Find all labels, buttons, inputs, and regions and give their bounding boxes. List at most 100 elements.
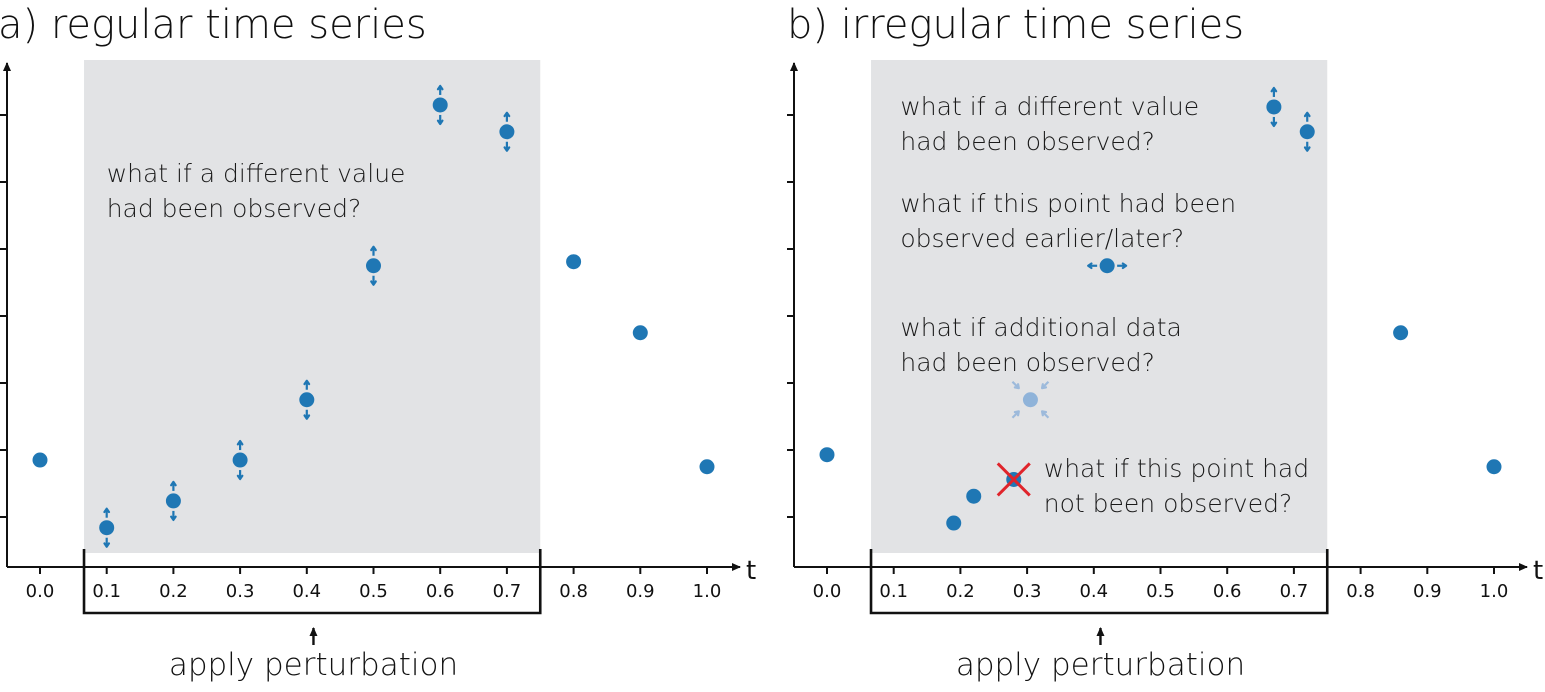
down-arrow-icon [1303,141,1311,152]
x-axis-label: t [746,556,756,586]
perturbation-bracket [869,549,1329,615]
data-point-marker [99,520,115,536]
data-point-plain [699,459,715,475]
inward-arrow-icon-head [1013,410,1020,417]
x-tick-label: 0.1 [92,581,121,602]
data-point-vertical-arrows [499,111,515,152]
data-point-marker [699,459,715,475]
down-arrow-icon-head [1270,121,1278,128]
x-tick-label: 1.0 [1480,581,1509,602]
data-point-marker [299,392,315,408]
annotation: what if a different value had been observ… [900,92,1199,156]
data-point-plain [966,488,982,504]
data-point-marker [966,488,982,504]
up-arrow-icon [503,111,511,122]
x-tick-label: 0.6 [426,581,455,602]
annotation-line: what if additional data [900,313,1181,342]
panel-title: b) irregular time series [787,2,1244,48]
up-arrow-icon-head [1303,111,1311,118]
down-arrow-icon [436,114,444,126]
data-point-vertical-arrows [99,507,115,548]
data-point-plain [946,515,962,531]
down-arrow-icon-head [236,474,244,481]
annotation-line: what if this point had [1044,454,1309,483]
data-point-plain [1486,459,1502,475]
data-point-marker [1393,325,1409,341]
data-point-marker [1022,392,1038,408]
down-arrow-icon [303,409,311,420]
x-tick-label: 0.5 [359,581,388,602]
data-point-marker [1486,459,1502,475]
annotation-line: had been observed? [107,194,362,223]
data-point-vertical-arrows [366,245,381,286]
x-tick-label: 1.0 [693,581,722,602]
annotation: what if a different value had been observ… [107,159,406,223]
up-arrow-icon [170,480,177,491]
x-tick-label: 0.9 [1413,581,1442,602]
data-point-marker [819,447,835,463]
data-point-marker [232,452,248,468]
inward-arrow-icon [1011,380,1020,390]
x-tick-label: 0.2 [946,581,975,602]
down-arrow-icon-head [436,119,444,126]
x-tick-label: 0.3 [1013,581,1042,602]
up-arrow-icon [1303,111,1311,122]
down-arrow-icon [236,470,244,481]
up-arrow-icon [236,439,244,451]
perturbation-bracket [82,549,542,615]
x-tick-label: 0.4 [1079,581,1108,602]
inward-arrow-icon [1040,410,1050,419]
data-point-marker [165,493,181,509]
up-arrow-icon-head [170,480,177,487]
perturbation-shaded-region [871,60,1328,553]
data-point-marker [1099,258,1115,274]
x-tick-label: 0.0 [813,581,842,602]
up-arrow-icon [1270,86,1278,97]
data-point-crossed-out [996,462,1031,497]
x-tick-label: 0.7 [1280,581,1309,602]
data-point-vertical-arrows [1299,111,1315,152]
right-arrow-icon-head [1121,262,1128,270]
down-arrow-icon-head [303,414,311,420]
x-tick-label: 0.7 [493,581,522,602]
perturbation-shaded-region [84,60,541,553]
x-tick-label: 0.4 [292,581,321,602]
up-arrow-icon-head [436,84,444,91]
annotation: what if this point had been observed earl… [900,189,1236,253]
perturbation-label: apply perturbation [956,647,1245,683]
data-point-marker [366,258,381,274]
up-arrow-icon-head [236,439,244,446]
up-arrow-icon [103,507,111,518]
up-arrow-icon-head [503,111,511,118]
data-point-marker [632,325,648,341]
data-point-plain [1393,325,1409,341]
x-tick-label: 0.2 [159,581,188,602]
down-arrow-icon-head [170,515,177,522]
inward-arrow-icon-head [1040,383,1048,390]
panel-a-regular-time-series: a) regular time series t 0.0 0.1 0.2 0.3 0.4 0.… [0,2,756,683]
inward-arrow-icon [1040,380,1050,390]
left-arrow-icon [1087,262,1098,270]
down-arrow-icon [503,141,511,152]
x-tick-label: 0.6 [1213,581,1242,602]
data-point-vertical-arrows [1266,86,1282,128]
data-point-marker [32,452,48,468]
inward-arrow-icon-head [1013,383,1020,390]
data-point-horizontal-arrows [1087,258,1128,274]
x-tick-label: 0.3 [226,581,255,602]
x-tick-label: 0.8 [1346,581,1375,602]
up-arrow-icon [303,379,311,390]
annotation: what if this point had not been observed? [1044,454,1309,518]
down-arrow-icon-head [1303,146,1311,152]
inward-arrow-icon [1011,410,1020,419]
annotation: what if additional data had been observed… [900,313,1181,377]
down-arrow-icon-head [370,280,377,286]
data-point-marker [499,124,515,140]
annotation-line: had been observed? [900,127,1155,156]
down-arrow-icon [103,537,111,548]
data-point-plain [566,254,582,270]
data-point-vertical-arrows [432,84,448,126]
up-arrow-icon [370,245,377,256]
down-arrow-icon [370,275,377,286]
annotation-line: what if a different value [900,92,1199,121]
